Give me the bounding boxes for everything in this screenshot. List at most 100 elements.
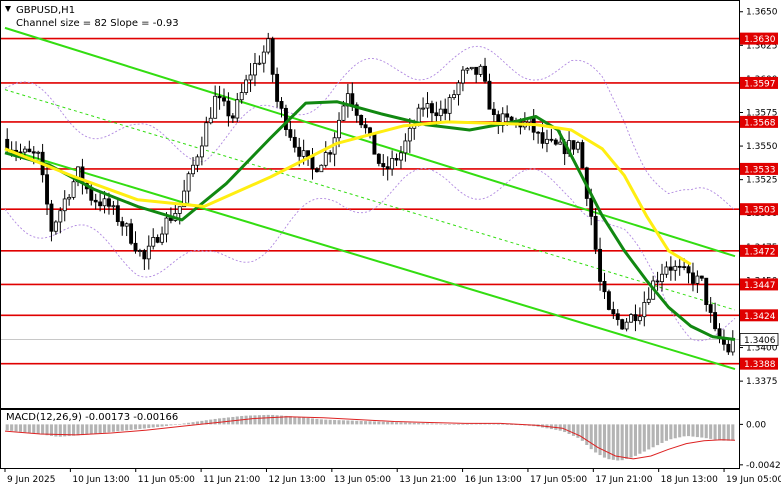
macd-hist-bar: [664, 424, 668, 441]
candle-body: [372, 132, 377, 155]
candle-body: [368, 127, 372, 134]
level-tag-bg: [740, 357, 778, 370]
candle-body: [708, 304, 713, 313]
macd-hist-bar: [41, 424, 45, 435]
candle-body: [182, 190, 187, 208]
candle-body: [620, 319, 625, 330]
candle-body: [642, 302, 647, 318]
candle-body: [598, 248, 603, 282]
time-tick-label: 9 Jun 2025: [7, 475, 55, 485]
candle-body: [89, 188, 94, 201]
candle-body: [314, 168, 319, 173]
macd-hist-bar: [695, 424, 699, 438]
macd-hist-bar: [717, 424, 722, 441]
macd-hist-bar: [49, 424, 54, 436]
macd-hist-bar: [691, 424, 695, 437]
candle-body: [381, 163, 386, 168]
macd-hist-bar: [275, 415, 279, 425]
level-tag-bg: [740, 309, 778, 322]
level-tag-label: 1.3533: [744, 165, 776, 175]
candle-body: [292, 136, 297, 148]
macd-hist-bar: [191, 422, 195, 425]
macd-hist-bar: [700, 424, 704, 438]
candle-body: [283, 107, 288, 130]
macd-hist-bar: [333, 419, 337, 425]
macd-hist-bar: [306, 417, 310, 425]
candle-body: [124, 223, 129, 227]
macd-hist-bar: [346, 420, 350, 425]
macd-hist-bar: [563, 424, 567, 433]
macd-hist-bar: [567, 424, 571, 434]
candle-body: [142, 250, 147, 260]
macd-hist-bar: [45, 424, 49, 436]
macd-hist-bar: [253, 415, 257, 425]
candle-body: [487, 80, 492, 110]
candle-body: [474, 66, 479, 75]
time-tick-label: 11 Jun 21:00: [203, 475, 260, 485]
macd-hist-bar: [443, 423, 447, 425]
macd-hist-bar: [138, 424, 142, 429]
macd-hist-bar: [430, 423, 434, 425]
macd-hist-bar: [629, 424, 633, 458]
macd-hist-bar: [302, 417, 306, 425]
candle-body: [146, 245, 151, 260]
candle-body: [208, 117, 213, 124]
macd-axis: 0.00 -0.00422: [739, 420, 781, 471]
macd-hist-bar: [160, 424, 164, 427]
macd-hist-bar: [461, 424, 465, 425]
macd-hist-bar: [58, 424, 62, 437]
candle-body: [611, 309, 616, 315]
candle-body: [297, 146, 302, 157]
macd-hist-bar: [656, 424, 660, 446]
macd-hist-bar: [731, 424, 735, 441]
macd-hist-bar: [341, 420, 346, 425]
macd-hist-bar: [633, 424, 638, 456]
candle-body: [213, 95, 218, 119]
macd-hist-bar: [394, 422, 399, 425]
candle-body: [36, 151, 41, 154]
candle-body: [244, 79, 249, 93]
time-tick-label: 17 Jun 21:00: [595, 475, 652, 485]
time-axis: 9 Jun 2025 10 Jun 13:00 11 Jun 05:00 11 Jun…: [4, 468, 781, 485]
macd-hist-bar: [178, 424, 182, 425]
candle-body: [261, 51, 266, 64]
time-tick-label: 19 Jun 05:00: [726, 475, 781, 485]
macd-hist-bar: [315, 418, 319, 425]
candle-body: [102, 198, 107, 207]
candle-body: [27, 148, 32, 153]
macd-hist-bar: [647, 424, 651, 450]
candle-body: [438, 108, 443, 117]
macd-hist-bar: [350, 420, 354, 425]
candle-body: [540, 132, 545, 144]
regression-channel: [4, 26, 736, 371]
candle-body: [664, 266, 669, 275]
price-panel-frame: [0, 0, 740, 409]
macd-hist-bar: [266, 414, 270, 425]
macd-hist-bar: [222, 417, 226, 425]
candle-body: [615, 313, 620, 320]
price-panel: GBPUSD,H1 Channel size = 82 Slope = -0.9…: [1, 5, 739, 371]
macd-hist-bar: [709, 424, 713, 439]
macd-hist-bar: [722, 424, 726, 441]
macd-hist-bar: [425, 423, 430, 425]
candle-body: [695, 275, 700, 284]
macd-hist-bar: [483, 423, 487, 425]
level-tag-label: 1.3472: [744, 247, 776, 257]
candle-body: [45, 174, 49, 205]
candle-body: [341, 105, 346, 121]
candle-body: [465, 68, 470, 71]
moving-average-slow: [4, 120, 692, 266]
macd-hist-bar: [156, 424, 160, 428]
candle-body: [443, 108, 448, 114]
candle-body: [301, 150, 306, 157]
price-tick-label: 1.3375: [746, 377, 778, 387]
time-tick-label: 18 Jun 13:00: [661, 475, 718, 485]
candle-body: [53, 221, 58, 232]
candle-body: [713, 312, 718, 330]
macd-hist-bar: [465, 423, 469, 425]
candle-body: [726, 343, 731, 353]
candle-body: [602, 281, 607, 293]
support-resistance-levels: [1, 37, 739, 365]
macd-hist-bar: [638, 424, 642, 454]
macd-hist-bar: [470, 423, 474, 425]
